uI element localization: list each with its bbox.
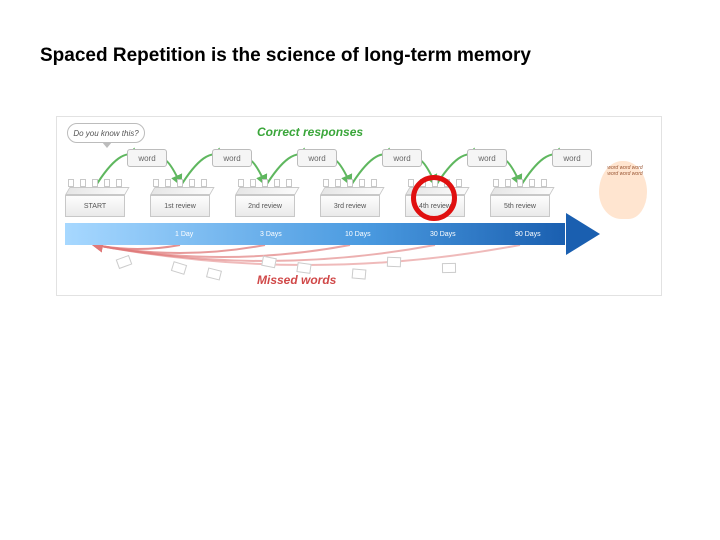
- correct-responses-label: Correct responses: [257, 125, 363, 139]
- review-block-label: 3rd review: [320, 195, 380, 217]
- missed-card: [171, 261, 187, 275]
- word-box: word: [467, 149, 507, 167]
- review-block-label: 2nd review: [235, 195, 295, 217]
- highlight-circle: [411, 175, 457, 221]
- missed-card: [352, 268, 367, 279]
- missed-card: [387, 257, 401, 267]
- missed-card: [116, 255, 133, 269]
- brain-words: word word word word word word: [607, 165, 643, 195]
- timeline-label: 10 Days: [345, 231, 371, 238]
- review-block: 5th review: [490, 187, 550, 223]
- review-block: 3rd review: [320, 187, 380, 223]
- review-block-label: 1st review: [150, 195, 210, 217]
- timeline-label: 30 Days: [430, 231, 456, 238]
- missed-card: [296, 262, 311, 274]
- timeline-arrow: 1 Day 3 Days 10 Days 30 Days 90 Days: [65, 223, 590, 245]
- review-block: START: [65, 187, 125, 223]
- missed-card: [206, 267, 222, 280]
- missed-words-label: Missed words: [257, 273, 336, 287]
- timeline-bar: 1 Day 3 Days 10 Days 30 Days 90 Days: [65, 223, 565, 245]
- missed-card: [442, 263, 456, 273]
- timeline-label: 90 Days: [515, 231, 541, 238]
- review-block-label: START: [65, 195, 125, 217]
- word-box: word: [212, 149, 252, 167]
- review-block: 2nd review: [235, 187, 295, 223]
- review-block: 1st review: [150, 187, 210, 223]
- timeline-label: 1 Day: [175, 231, 193, 238]
- missed-card: [261, 256, 277, 268]
- speech-bubble: Do you know this?: [67, 123, 145, 143]
- word-box: word: [297, 149, 337, 167]
- timeline-arrowhead: [566, 213, 600, 255]
- review-block-label: 5th review: [490, 195, 550, 217]
- spaced-repetition-diagram: Do you know this? Correct responses Miss…: [56, 116, 662, 296]
- timeline-label: 3 Days: [260, 231, 282, 238]
- brain-head-icon: word word word word word word: [599, 161, 651, 223]
- word-box: word: [127, 149, 167, 167]
- word-box: word: [382, 149, 422, 167]
- page-title: Spaced Repetition is the science of long…: [40, 45, 531, 67]
- word-box: word: [552, 149, 592, 167]
